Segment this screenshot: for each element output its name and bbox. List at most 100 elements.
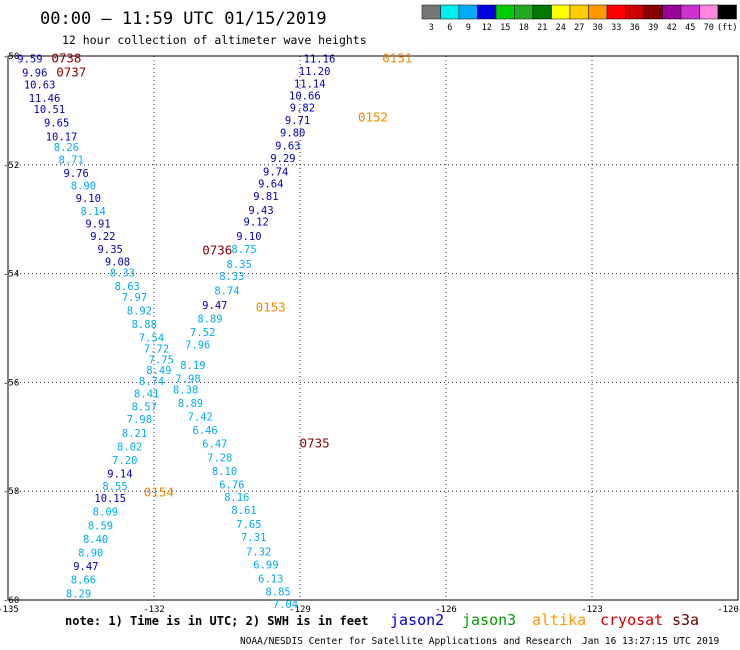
chart-title: 00:00 – 11:59 UTC 01/15/2019 xyxy=(40,9,327,29)
swh-value: 9.74 xyxy=(263,167,288,179)
swh-value: 7.97 xyxy=(122,292,147,304)
swh-value: 8.38 xyxy=(173,384,198,396)
swh-value: 6.76 xyxy=(219,479,244,491)
colorbar-label: 45 xyxy=(685,23,695,33)
legend-altika: altika xyxy=(532,611,586,629)
swh-value: 8.74 xyxy=(139,376,164,388)
swh-value: 9.59 xyxy=(17,54,42,66)
pass-time-label: 0737 xyxy=(56,65,86,80)
swh-value: 7.54 xyxy=(139,333,164,345)
swh-value: 9.35 xyxy=(98,244,123,256)
swh-value: 8.26 xyxy=(54,142,79,154)
swh-value: 11.20 xyxy=(299,66,331,78)
swh-value: 9.65 xyxy=(44,118,69,130)
swh-value: 7.75 xyxy=(149,354,174,366)
swh-value: 9.22 xyxy=(90,231,115,243)
swh-value: 9.08 xyxy=(105,256,130,268)
swh-value: 10.51 xyxy=(34,104,66,116)
swh-value: 8.71 xyxy=(59,155,84,167)
footer-note: note: 1) Time is in UTC; 2) SWH is in fe… xyxy=(65,614,368,628)
swh-value: 10.63 xyxy=(24,80,56,92)
swh-value: 11.16 xyxy=(304,54,336,66)
colorbar-swatch xyxy=(495,4,515,20)
swh-value: 6.47 xyxy=(202,439,227,451)
colorbar-label: 27 xyxy=(574,23,584,33)
swh-value: 11.46 xyxy=(29,93,61,105)
colorbar-swatch xyxy=(606,4,626,20)
swh-value: 6.99 xyxy=(253,559,278,571)
swh-value: 7.96 xyxy=(185,340,210,352)
y-tick-label: -60 xyxy=(3,596,19,606)
x-tick-label: -132 xyxy=(143,605,165,615)
swh-value: 8.90 xyxy=(71,180,96,192)
swh-value: 9.12 xyxy=(244,217,269,229)
swh-value: 8.35 xyxy=(227,259,252,271)
swh-value: 9.63 xyxy=(275,141,300,153)
swh-value: 8.90 xyxy=(78,547,103,559)
pass-time-label: 0736 xyxy=(202,243,232,258)
y-tick-label: -50 xyxy=(3,52,19,62)
colorbar-label: 15 xyxy=(500,23,510,33)
swh-value: 10.66 xyxy=(289,91,321,103)
colorbar-swatch xyxy=(680,4,700,20)
swh-value: 7.28 xyxy=(207,452,232,464)
colorbar-label: 39 xyxy=(648,23,658,33)
swh-value: 8.33 xyxy=(110,267,135,279)
swh-value: 8.49 xyxy=(146,365,171,377)
legend-jason2: jason2 xyxy=(390,611,444,629)
swh-value: 8.33 xyxy=(219,271,244,283)
colorbar-label: 33 xyxy=(611,23,621,33)
footer-credit: NOAA/NESDIS Center for Satellite Applica… xyxy=(240,636,572,647)
colorbar-swatch xyxy=(699,4,719,20)
pass-time-label: 0735 xyxy=(300,436,330,451)
swh-value: 9.47 xyxy=(202,300,227,312)
axis-ticks: -135 -132 -129 -126 -123 -120 -50 -52 -54 -56 -58 -… xyxy=(0,52,739,615)
swh-value: 8.55 xyxy=(102,481,127,493)
chart-subtitle: 12 hour collection of altimeter wave hei… xyxy=(62,33,367,47)
swh-value: 7.52 xyxy=(190,327,215,339)
swh-value: 8.74 xyxy=(214,285,239,297)
swh-value: 9.71 xyxy=(285,115,310,127)
swh-value: 7.65 xyxy=(236,519,261,531)
y-tick-label: -54 xyxy=(3,270,19,280)
color-scale-bar: 3 6 9 12 15 18 21 24 27 30 33 36 39 42 45 70 (ft) xyxy=(421,4,737,33)
swh-value: 8.02 xyxy=(117,441,142,453)
x-tick-label: -120 xyxy=(717,605,739,615)
swh-value: 9.96 xyxy=(22,68,47,80)
swh-value: 8.88 xyxy=(132,319,157,331)
swh-value: 9.76 xyxy=(63,168,88,180)
colorbar-swatch xyxy=(588,4,608,20)
colorbar-swatch xyxy=(458,4,478,20)
swh-value: 9.64 xyxy=(258,179,283,191)
colorbar-swatch xyxy=(514,4,534,20)
grid-lines xyxy=(8,56,738,600)
legend-s3a: s3a xyxy=(672,611,699,629)
legend-jason3: jason3 xyxy=(462,611,516,629)
swh-value: 9.91 xyxy=(85,218,110,230)
colorbar-swatch xyxy=(569,4,589,20)
swh-value: 8.92 xyxy=(127,305,152,317)
swh-value: 6.46 xyxy=(192,425,217,437)
colorbar-label: 12 xyxy=(482,23,492,33)
colorbar-label: 21 xyxy=(537,23,547,33)
swh-value: 8.21 xyxy=(122,428,147,440)
swh-value: 7.98 xyxy=(127,414,152,426)
x-tick-label: -123 xyxy=(581,605,603,615)
x-tick-label: -126 xyxy=(435,605,457,615)
swh-value: 8.09 xyxy=(93,507,118,519)
colorbar-label: 24 xyxy=(556,23,566,33)
pass-time-label: 0738 xyxy=(51,51,81,66)
colorbar-label: 18 xyxy=(519,23,529,33)
swh-value: 8.75 xyxy=(231,244,256,256)
swh-value: 7.42 xyxy=(188,411,213,423)
swh-value: 9.14 xyxy=(107,469,132,481)
swh-value: 8.41 xyxy=(134,389,159,401)
swh-value: 8.61 xyxy=(231,505,256,517)
swh-value: 7.31 xyxy=(241,532,266,544)
satellite-legend: jason2 jason3 altika cryosat s3a xyxy=(390,611,699,629)
colorbar-swatch xyxy=(551,4,571,20)
swh-value: 6.13 xyxy=(258,574,283,586)
colorbar-swatch xyxy=(662,4,682,20)
swh-value: 8.16 xyxy=(224,492,249,504)
colorbar-label: 42 xyxy=(667,23,677,33)
